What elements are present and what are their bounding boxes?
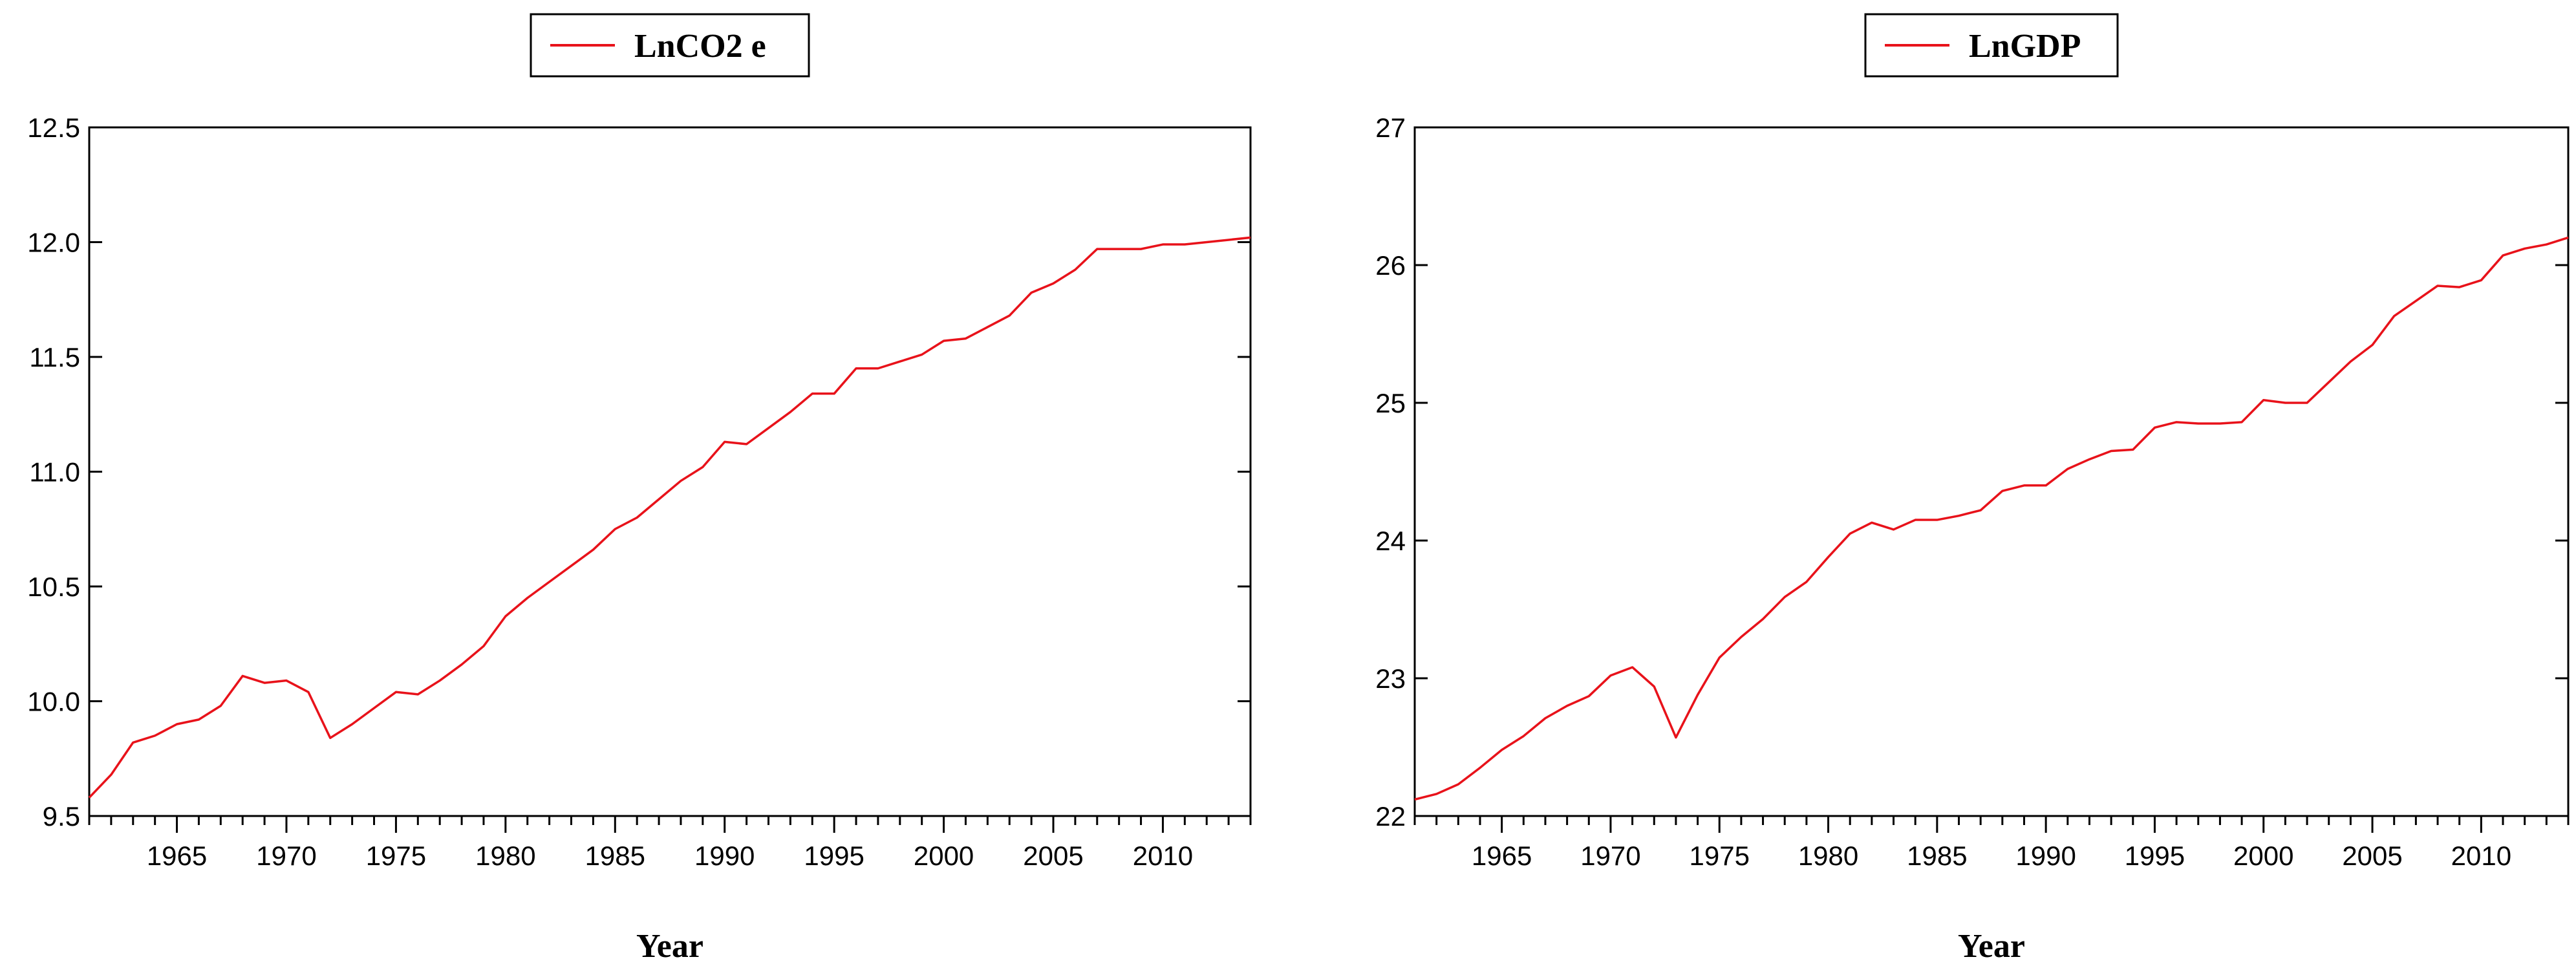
- lngdp-x-tick-label: 1970: [1580, 841, 1640, 871]
- lngdp-plot-frame: [1413, 126, 2570, 817]
- lnco2-legend-label: LnCO2 e: [634, 28, 766, 65]
- lngdp-y-tick-label: 24: [1375, 526, 1406, 556]
- lngdp-y-tick-label: 22: [1375, 801, 1406, 832]
- lnco2-y-tick-label: 12.5: [27, 113, 80, 143]
- lngdp-legend-label: LnGDP: [1969, 28, 2081, 65]
- lngdp-y-tick-label: 27: [1375, 113, 1406, 143]
- lnco2-x-tick-label: 2010: [1133, 841, 1193, 871]
- lngdp-y-tick-label: 23: [1375, 663, 1406, 694]
- lnco2-x-axis-title: Year: [636, 928, 703, 965]
- lngdp-x-axis-title: Year: [1958, 928, 2025, 965]
- lngdp-x-tick-label: 1965: [1472, 841, 1532, 871]
- lngdp-x-tick-label: 2005: [2342, 841, 2402, 871]
- lngdp-x-tick-label: 1980: [1798, 841, 1858, 871]
- lngdp-x-tick-label: 1975: [1690, 841, 1750, 871]
- lnco2-y-tick-label: 9.5: [43, 801, 80, 832]
- lnco2-x-tick-label: 1995: [804, 841, 864, 871]
- lnco2-x-tick-label: 1975: [366, 841, 426, 871]
- lnco2-y-tick-label: 11.0: [29, 457, 80, 488]
- lnco2-chart: 9.5 10.0 10.5 11.0 11.5 12.0 12.5 1965 1970 1975 1…: [27, 13, 1252, 965]
- lnco2-x-tick-label: 2000: [914, 841, 974, 871]
- lnco2-x-tick-label: 1985: [585, 841, 645, 871]
- lnco2-y-tick-label: 10.5: [27, 572, 80, 602]
- lnco2-x-tick-label: 1965: [147, 841, 207, 871]
- lnco2-y-tick-label: 11.5: [29, 342, 80, 372]
- lngdp-x-tick-label: 1995: [2125, 841, 2185, 871]
- lngdp-chart: 22 23 24 25 26 27 1965 1970 1975 1980 1985 1990 1995…: [1375, 13, 2570, 965]
- lngdp-x-tick-label: 1990: [2015, 841, 2076, 871]
- lnco2-y-tick-label: 10.0: [27, 687, 80, 717]
- lnco2-x-tick-label: 1970: [256, 841, 316, 871]
- lnco2-series-line: [88, 236, 1251, 799]
- lnco2-plot-frame: [88, 126, 1252, 817]
- lngdp-x-tick-label: 2000: [2233, 841, 2293, 871]
- lngdp-y-tick-label: 25: [1375, 388, 1406, 418]
- lnco2-x-tick-label: 1990: [694, 841, 755, 871]
- lnco2-y-tick-label: 12.0: [27, 228, 80, 258]
- lngdp-series-line: [1414, 236, 2569, 801]
- lngdp-x-tick-label: 1985: [1907, 841, 1967, 871]
- lngdp-y-tick-label: 26: [1375, 250, 1406, 281]
- lnco2-x-tick-label: 2005: [1023, 841, 1083, 871]
- lnco2-x-tick-label: 1980: [475, 841, 535, 871]
- lngdp-x-tick-label: 2010: [2451, 841, 2511, 871]
